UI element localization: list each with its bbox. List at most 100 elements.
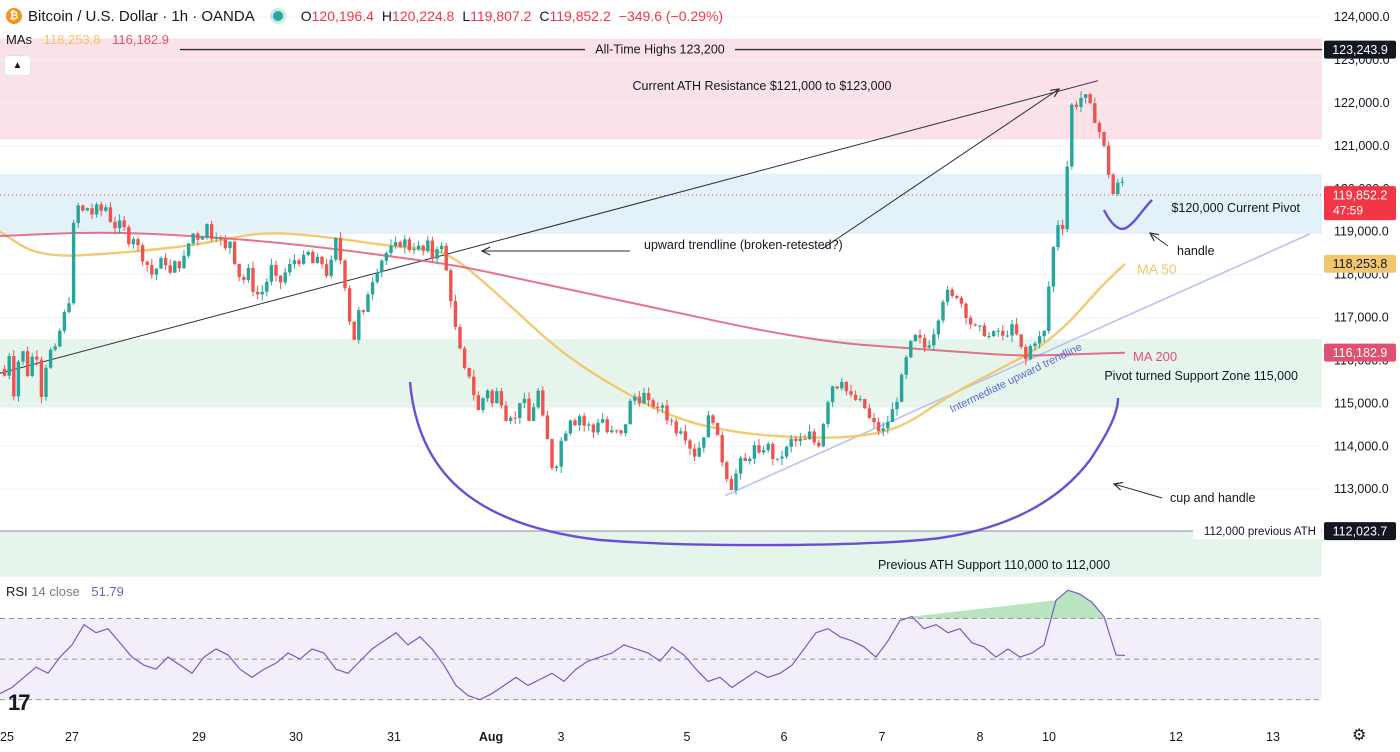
candle-body bbox=[872, 417, 876, 423]
candle-down bbox=[545, 410, 550, 440]
candle-body bbox=[44, 367, 48, 397]
rsi-line bbox=[0, 589, 1126, 701]
candle-body bbox=[720, 435, 724, 463]
time-tick-label: 29 bbox=[192, 730, 206, 744]
candle-down bbox=[849, 384, 853, 398]
candle-body bbox=[987, 336, 991, 338]
candle-down bbox=[964, 302, 968, 325]
candle-up bbox=[623, 424, 628, 437]
time-tick-label: 5 bbox=[684, 730, 691, 744]
candle-body bbox=[324, 264, 329, 276]
tradingview-logo-icon[interactable]: 17 bbox=[8, 690, 31, 715]
candle-body bbox=[1079, 97, 1083, 107]
candle-body bbox=[485, 390, 490, 399]
candle-body bbox=[384, 252, 389, 261]
candle-body bbox=[104, 207, 108, 211]
candle-up bbox=[366, 291, 370, 313]
close-key: C bbox=[539, 8, 550, 24]
ma50-price-tag: 118,253.8 bbox=[1333, 257, 1388, 271]
candle-body bbox=[117, 220, 122, 229]
candle-body bbox=[817, 442, 821, 447]
trendline-annotation: upward trendline (broken-retested?) bbox=[644, 238, 843, 252]
ohlc-open: O120,196.4 bbox=[301, 8, 374, 24]
candle-up bbox=[899, 372, 904, 403]
candle-body bbox=[255, 291, 260, 295]
rsi-legend[interactable]: RSI 14 close 51.79 bbox=[6, 584, 124, 599]
candle-up bbox=[329, 255, 333, 279]
handle-curve bbox=[1102, 199, 1153, 231]
support-zone bbox=[0, 338, 1322, 408]
candle-body bbox=[757, 445, 761, 453]
candle-body bbox=[1028, 346, 1033, 360]
candle-body bbox=[90, 208, 94, 215]
candle-body bbox=[499, 391, 504, 406]
candle-body bbox=[113, 221, 117, 229]
candle-down bbox=[90, 203, 94, 219]
pivot-zone bbox=[0, 173, 1322, 234]
candle-body bbox=[614, 430, 619, 432]
candle-body bbox=[426, 240, 430, 251]
candle-up bbox=[600, 413, 605, 424]
candle-body bbox=[826, 402, 830, 425]
candle-up bbox=[568, 419, 573, 436]
collapse-legend-button[interactable]: ▲ bbox=[4, 55, 31, 76]
candle-body bbox=[380, 260, 384, 273]
candle-down bbox=[619, 429, 623, 436]
candle-up bbox=[67, 296, 71, 314]
candle-body bbox=[1060, 225, 1065, 230]
symbol-title[interactable]: Bitcoin / U.S. Dollar · 1h · OANDA bbox=[28, 7, 255, 25]
candle-body bbox=[246, 267, 251, 280]
candle-body bbox=[361, 310, 366, 312]
ma-legend[interactable]: MAs 118,253.8 116,182.9 bbox=[6, 32, 169, 47]
candle-body bbox=[223, 239, 228, 249]
ohlc-close: C119,852.2 bbox=[539, 8, 610, 24]
price-tick-label: 113,000.0 bbox=[1334, 482, 1389, 496]
candle-body bbox=[48, 349, 53, 368]
candle-body bbox=[702, 437, 706, 448]
market-status-icon bbox=[272, 11, 283, 21]
candle-down bbox=[637, 391, 642, 407]
candle-up bbox=[117, 214, 122, 235]
candle-down bbox=[973, 322, 977, 327]
candle-body bbox=[347, 288, 352, 322]
candle-down bbox=[163, 253, 168, 271]
time-tick-label: 27 bbox=[65, 730, 79, 744]
drawings-layer bbox=[0, 80, 1311, 497]
candle-up bbox=[536, 387, 540, 410]
candle-body bbox=[403, 239, 407, 247]
candle-body bbox=[25, 351, 30, 376]
candle-down bbox=[462, 346, 467, 370]
candle-up bbox=[913, 333, 918, 342]
candle-body bbox=[725, 462, 729, 480]
candle-body bbox=[343, 260, 347, 289]
candle-body bbox=[596, 422, 600, 433]
previous-ath-support-zone bbox=[0, 531, 1322, 575]
candle-body bbox=[232, 241, 237, 264]
candle-down bbox=[1088, 92, 1092, 105]
candle-body bbox=[1001, 330, 1005, 336]
candle-body bbox=[582, 416, 586, 426]
candle-body bbox=[982, 325, 987, 337]
candle-down bbox=[646, 387, 651, 407]
candle-body bbox=[311, 251, 315, 264]
candle-down bbox=[950, 287, 954, 298]
candle-up bbox=[94, 202, 99, 218]
candle-body bbox=[398, 242, 402, 247]
candle-up bbox=[554, 464, 559, 472]
ma-legend-label: MAs bbox=[6, 32, 32, 47]
current-price-tag: 119,852.2 bbox=[1333, 189, 1388, 203]
candle-body bbox=[283, 272, 287, 283]
candle-down bbox=[430, 236, 435, 263]
candle-up bbox=[186, 243, 191, 258]
arrow-head bbox=[1112, 481, 1123, 491]
candle-down bbox=[25, 346, 30, 378]
candle-down bbox=[959, 296, 964, 308]
candle-body bbox=[1106, 145, 1111, 175]
candle-body bbox=[766, 443, 770, 451]
candle-up bbox=[71, 219, 76, 305]
candle-down bbox=[347, 285, 352, 326]
gear-icon[interactable]: ⚙ bbox=[1352, 727, 1367, 744]
close-value: 119,852.2 bbox=[549, 8, 611, 24]
